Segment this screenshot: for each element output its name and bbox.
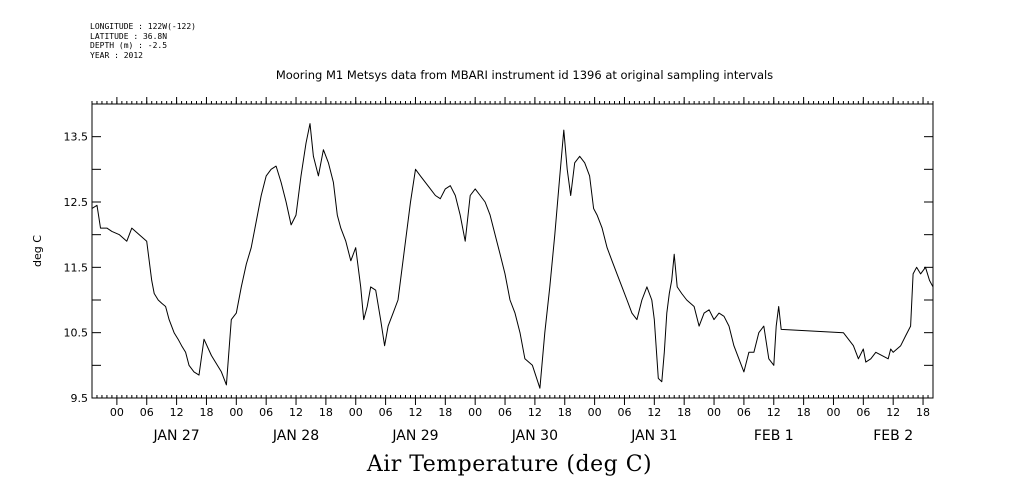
x-tick-label: 18 bbox=[438, 406, 452, 419]
metadata-block: LONGITUDE : 122W(-122) LATITUDE : 36.8N … bbox=[90, 22, 196, 60]
year-text: YEAR : 2012 bbox=[90, 50, 143, 60]
x-tick-label: 00 bbox=[229, 406, 243, 419]
x-day-label: JAN 31 bbox=[630, 428, 677, 444]
x-tick-label: 18 bbox=[319, 406, 333, 419]
x-day-label: JAN 27 bbox=[152, 428, 199, 444]
x-tick-label: 06 bbox=[617, 406, 631, 419]
x-tick-label: 12 bbox=[289, 406, 303, 419]
depth-text: DEPTH (m) : -2.5 bbox=[90, 41, 168, 51]
y-tick-label: 13.5 bbox=[64, 131, 89, 144]
x-tick-label: 00 bbox=[349, 406, 363, 419]
x-tick-label: 06 bbox=[379, 406, 393, 419]
chart-title: Mooring M1 Metsys data from MBARI instru… bbox=[275, 68, 774, 82]
x-tick-label: 18 bbox=[916, 406, 930, 419]
x-tick-label: 12 bbox=[886, 406, 900, 419]
x-day-label: FEB 2 bbox=[873, 428, 913, 444]
y-tick-label: 10.5 bbox=[64, 327, 89, 340]
x-day-label: JAN 30 bbox=[511, 428, 558, 444]
x-tick-label: 18 bbox=[558, 406, 572, 419]
x-tick-label: 06 bbox=[856, 406, 870, 419]
plot-frame bbox=[91, 103, 934, 399]
x-tick-label: 00 bbox=[468, 406, 482, 419]
y-tick-label: 12.5 bbox=[64, 196, 89, 209]
x-tick-label: 06 bbox=[140, 406, 154, 419]
x-tick-label: 12 bbox=[767, 406, 781, 419]
x-tick-label: 00 bbox=[707, 406, 721, 419]
x-tick-label: 00 bbox=[826, 406, 840, 419]
x-tick-label: 18 bbox=[677, 406, 691, 419]
y-tick-label: 9.5 bbox=[71, 392, 89, 405]
x-tick-label: 12 bbox=[647, 406, 661, 419]
x-tick-label: 12 bbox=[528, 406, 542, 419]
x-tick-label: 06 bbox=[498, 406, 512, 419]
y-tick-label: 11.5 bbox=[64, 261, 89, 274]
x-day-label: FEB 1 bbox=[754, 428, 794, 444]
longitude-text: LONGITUDE : 122W(-122) bbox=[90, 22, 196, 31]
x-tick-label: 00 bbox=[588, 406, 602, 419]
temperature-series-line bbox=[92, 123, 933, 389]
x-tick-label: 18 bbox=[797, 406, 811, 419]
latitude-text: LATITUDE : 36.8N bbox=[90, 31, 168, 41]
x-tick-label: 00 bbox=[110, 406, 124, 419]
x-tick-label: 12 bbox=[170, 406, 184, 419]
y-axis-label: deg C bbox=[31, 235, 44, 267]
x-day-label: JAN 29 bbox=[391, 428, 438, 444]
x-tick-label: 06 bbox=[737, 406, 751, 419]
x-day-label: JAN 28 bbox=[272, 428, 319, 444]
x-axis-label: Air Temperature (deg C) bbox=[366, 452, 653, 477]
x-tick-label: 18 bbox=[199, 406, 213, 419]
x-tick-label: 06 bbox=[259, 406, 273, 419]
x-tick-label: 12 bbox=[408, 406, 422, 419]
